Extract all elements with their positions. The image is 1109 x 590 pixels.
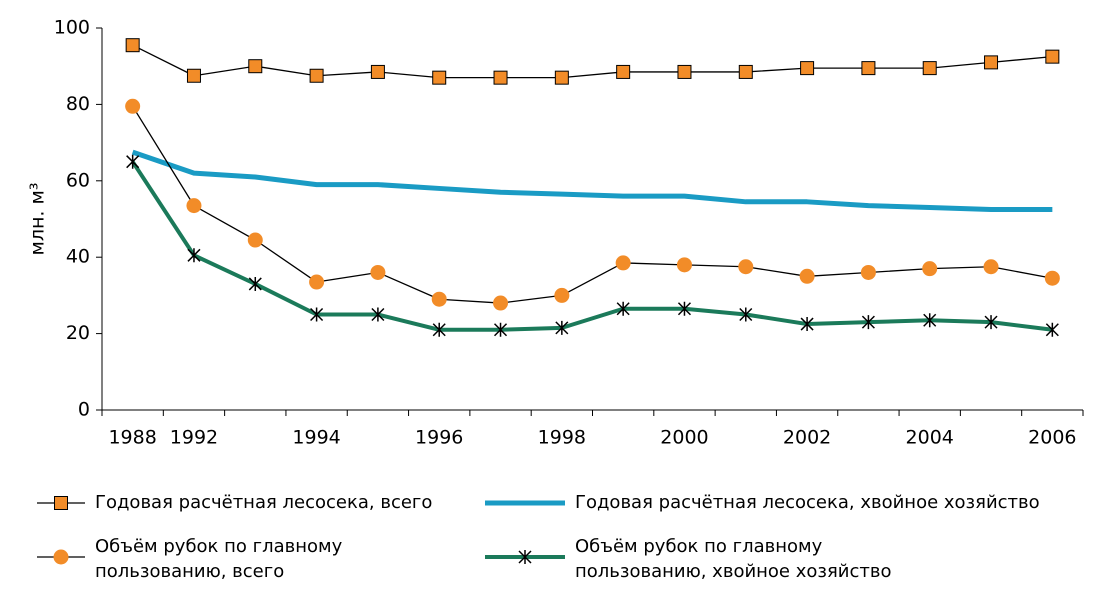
y-axis-label: млн. м³	[27, 183, 49, 256]
marker	[309, 68, 324, 83]
series-line	[132, 105, 1053, 304]
marker	[922, 261, 938, 277]
marker	[432, 322, 446, 337]
x-tick-label: 2004	[906, 427, 954, 449]
x-tick-label: 1992	[170, 427, 218, 449]
marker	[800, 317, 814, 332]
x-tick-label: 1988	[108, 427, 156, 449]
marker	[125, 38, 140, 53]
marker	[615, 255, 631, 271]
marker	[431, 291, 447, 307]
y-tick-label: 20	[66, 322, 90, 344]
marker	[1045, 322, 1059, 337]
marker	[738, 259, 754, 275]
marker	[616, 301, 630, 316]
marker	[310, 307, 324, 322]
marker	[493, 295, 509, 311]
marker	[983, 259, 999, 275]
marker	[676, 257, 692, 273]
marker	[370, 64, 385, 79]
marker	[677, 64, 692, 79]
y-tick-label: 100	[54, 17, 90, 39]
series-line	[132, 44, 1053, 79]
marker	[54, 496, 68, 510]
marker	[518, 550, 532, 564]
series-line	[130, 160, 1053, 332]
marker	[247, 232, 263, 248]
marker	[371, 307, 385, 322]
x-tick-label: 2002	[783, 427, 831, 449]
marker	[861, 315, 875, 330]
x-tick-label: 2006	[1028, 427, 1076, 449]
legend-label: Годовая расчётная лесосека, всего	[95, 492, 433, 513]
marker	[126, 154, 140, 169]
y-tick-label: 60	[66, 169, 90, 191]
marker	[125, 98, 141, 114]
marker	[860, 264, 876, 280]
marker	[799, 268, 815, 284]
marker	[186, 68, 201, 83]
legend-label: Годовая расчётная лесосека, хвойное хозя…	[575, 492, 1040, 513]
x-tick-label: 1996	[415, 427, 463, 449]
y-tick-label: 40	[66, 246, 90, 268]
marker	[309, 274, 325, 290]
series-line	[131, 149, 1053, 212]
marker	[555, 320, 569, 335]
marker	[187, 248, 201, 263]
y-tick-label: 0	[78, 399, 90, 421]
legend-label: Объём рубок по главному пользованию, хво…	[575, 536, 892, 582]
marker	[432, 70, 447, 85]
marker	[739, 307, 753, 322]
marker	[984, 315, 998, 330]
marker	[248, 59, 263, 74]
y-tick-label: 80	[66, 93, 90, 115]
marker	[1045, 49, 1060, 64]
marker	[186, 198, 202, 214]
marker	[494, 322, 508, 337]
marker	[923, 313, 937, 328]
x-tick-label: 2000	[660, 427, 708, 449]
marker	[53, 549, 69, 565]
marker	[677, 301, 691, 316]
x-tick-label: 1994	[292, 427, 340, 449]
marker	[922, 61, 937, 76]
legend-label: Объём рубок по главному пользованию, все…	[95, 536, 343, 582]
marker	[493, 70, 508, 85]
marker	[554, 287, 570, 303]
marker	[554, 70, 569, 85]
marker	[984, 55, 999, 70]
marker	[370, 264, 386, 280]
marker	[861, 61, 876, 76]
marker	[738, 64, 753, 79]
x-tick-label: 1998	[538, 427, 586, 449]
marker	[616, 64, 631, 79]
marker	[800, 61, 815, 76]
marker	[1044, 270, 1060, 286]
marker	[248, 276, 262, 291]
